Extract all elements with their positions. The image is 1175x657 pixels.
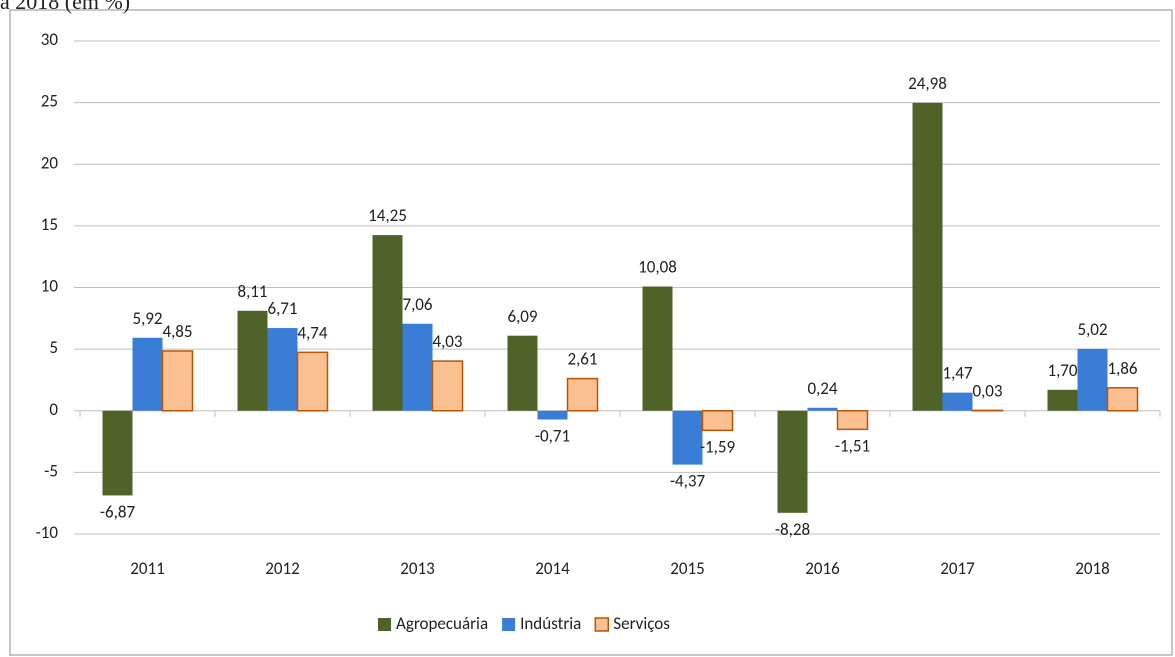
value-label: 0,24	[807, 378, 837, 399]
x-tick-label: 2013	[400, 558, 434, 579]
value-label: -4,37	[670, 471, 706, 492]
bar	[912, 102, 943, 411]
value-label: 24,98	[908, 73, 947, 94]
value-label: 1,70	[1047, 360, 1077, 381]
y-tick-label: 0	[49, 399, 58, 420]
bar	[1106, 387, 1139, 412]
bar	[161, 350, 194, 412]
x-tick-label: 2012	[265, 558, 299, 579]
value-label: -6,87	[100, 501, 136, 522]
bar	[431, 360, 464, 412]
legend-swatch	[502, 618, 516, 631]
bar	[807, 407, 838, 411]
bar	[372, 235, 403, 411]
y-tick-label: -5	[44, 460, 58, 481]
value-label: 0,03	[972, 380, 1002, 401]
bar	[237, 310, 268, 411]
x-tick-label: 2015	[670, 558, 704, 579]
y-tick-label: 15	[41, 214, 58, 235]
value-label: 5,92	[132, 308, 162, 329]
bar	[132, 337, 163, 411]
bar	[267, 328, 298, 411]
y-tick-label: 5	[49, 337, 58, 358]
value-label: 6,71	[267, 298, 297, 319]
value-label: -0,71	[535, 426, 570, 447]
value-label: 1,47	[942, 363, 972, 384]
value-label: 6,09	[507, 306, 537, 327]
bar	[672, 410, 703, 465]
legend-label: Agropecuária	[396, 613, 488, 634]
value-label: 8,11	[237, 281, 267, 302]
value-label: -1,51	[835, 435, 870, 456]
value-label: 14,25	[368, 205, 407, 226]
bar	[777, 410, 808, 513]
legend-swatch	[594, 617, 610, 632]
bar	[1047, 389, 1078, 411]
legend-label: Indústria	[520, 613, 581, 634]
bar	[102, 410, 133, 496]
value-label: -1,59	[700, 436, 736, 457]
y-tick-label: 10	[41, 276, 59, 297]
y-tick-label: -10	[36, 522, 59, 543]
chart-title: a 2018 (em %)	[0, 0, 130, 14]
bar	[642, 286, 673, 411]
value-label: 4,85	[162, 321, 192, 342]
bar	[1077, 348, 1108, 411]
x-tick-label: 2018	[1075, 558, 1109, 579]
bar	[402, 323, 433, 411]
value-label: 4,74	[297, 322, 327, 343]
x-tick-label: 2011	[130, 558, 164, 579]
value-label: 4,03	[432, 331, 462, 352]
bar	[942, 392, 973, 411]
legend-swatch	[378, 618, 391, 631]
value-label: 5,02	[1077, 319, 1107, 340]
value-label: -8,28	[775, 519, 810, 540]
legend-label: Serviços	[613, 613, 670, 634]
bar	[296, 351, 329, 412]
x-tick-label: 2016	[805, 558, 840, 579]
value-label: 10,08	[638, 257, 677, 278]
x-tick-label: 2017	[940, 558, 975, 579]
value-label: 1,86	[1107, 358, 1137, 379]
chart-frame	[9, 9, 1173, 656]
bar	[836, 410, 869, 431]
bar	[537, 410, 568, 420]
bar	[701, 410, 734, 432]
x-tick-label: 2014	[535, 558, 570, 579]
y-tick-label: 20	[41, 152, 59, 173]
y-tick-label: 30	[41, 29, 59, 50]
value-label: 7,06	[402, 294, 432, 315]
value-label: 2,61	[567, 349, 597, 370]
bar	[566, 377, 599, 412]
bar	[507, 335, 538, 411]
y-tick-label: 25	[41, 91, 58, 112]
